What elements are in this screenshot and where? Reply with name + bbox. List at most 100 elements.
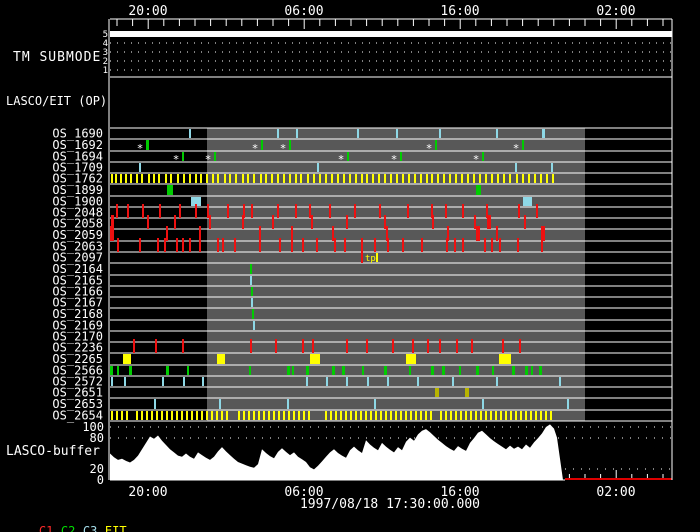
event-mark bbox=[400, 152, 402, 161]
top-axis-tick-label: 06:00 bbox=[284, 4, 323, 19]
event-mark bbox=[505, 411, 507, 420]
event-mark bbox=[243, 204, 245, 218]
event-mark bbox=[455, 411, 457, 420]
event-mark bbox=[410, 411, 412, 420]
row-label: OS_2097 bbox=[52, 251, 103, 265]
legend-item-c1: C1 bbox=[38, 524, 54, 532]
event-mark bbox=[263, 411, 265, 420]
event-mark bbox=[300, 174, 302, 183]
event-mark bbox=[206, 411, 208, 420]
event-mark bbox=[146, 411, 148, 420]
event-mark bbox=[292, 366, 294, 375]
event-mark bbox=[531, 366, 533, 375]
event-mark bbox=[289, 140, 291, 150]
event-mark bbox=[516, 174, 518, 183]
event-mark bbox=[395, 411, 397, 420]
event-mark bbox=[111, 215, 114, 229]
event-mark bbox=[187, 366, 189, 375]
row-label: OS_2165 bbox=[52, 274, 103, 288]
event-mark bbox=[253, 174, 255, 183]
event-mark bbox=[199, 226, 201, 241]
event-mark bbox=[273, 411, 275, 420]
row-label: OS_2236 bbox=[52, 341, 103, 355]
event-mark bbox=[189, 129, 191, 138]
buffer-scale-label: 20 bbox=[90, 462, 104, 476]
event-mark bbox=[127, 204, 129, 218]
event-mark bbox=[111, 411, 113, 420]
event-mark bbox=[370, 411, 372, 420]
event-mark bbox=[366, 174, 368, 183]
event-mark bbox=[409, 366, 411, 375]
event-mark bbox=[420, 411, 422, 420]
event-mark bbox=[136, 411, 138, 420]
event-mark bbox=[209, 215, 211, 229]
legend-item-c2: C2 bbox=[60, 524, 76, 532]
event-mark bbox=[455, 174, 457, 183]
event-mark bbox=[201, 411, 203, 420]
event-mark bbox=[459, 366, 461, 375]
event-mark bbox=[499, 238, 501, 252]
event-mark bbox=[559, 377, 561, 386]
bottom-axis-tick-label: 16:00 bbox=[440, 485, 479, 500]
event-mark bbox=[170, 174, 172, 183]
event-mark bbox=[518, 204, 520, 218]
event-mark bbox=[414, 174, 416, 183]
event-mark bbox=[166, 226, 168, 241]
event-mark bbox=[313, 174, 315, 183]
buffer-scale-label: 0 bbox=[97, 473, 104, 487]
tm-submode-scale-digit: 4 bbox=[103, 39, 108, 49]
event-mark bbox=[317, 163, 319, 172]
event-mark bbox=[456, 339, 458, 353]
event-mark bbox=[259, 238, 261, 252]
event-mark bbox=[293, 411, 295, 420]
event-mark bbox=[512, 366, 515, 375]
row-label: OS_1709 bbox=[52, 161, 103, 175]
event-mark bbox=[387, 377, 389, 386]
top-axis-tick-label: 02:00 bbox=[596, 4, 635, 19]
event-mark bbox=[164, 238, 166, 252]
event-mark bbox=[396, 174, 398, 183]
event-mark bbox=[402, 238, 404, 252]
event-mark bbox=[166, 366, 169, 375]
event-asterisk: * bbox=[513, 142, 520, 155]
event-mark bbox=[146, 140, 149, 150]
event-mark bbox=[517, 238, 519, 252]
datetime-label: 1997/08/18 17:30:00.000 bbox=[299, 497, 480, 512]
event-mark bbox=[475, 411, 477, 420]
event-mark bbox=[541, 238, 543, 252]
event-mark bbox=[445, 411, 447, 420]
event-mark bbox=[421, 238, 423, 252]
event-mark bbox=[442, 366, 445, 375]
lasco-buffer-label: LASCO-buffer bbox=[6, 444, 100, 459]
event-mark bbox=[470, 411, 472, 420]
event-mark bbox=[186, 411, 188, 420]
event-mark bbox=[217, 354, 225, 364]
event-mark bbox=[211, 411, 213, 420]
row-label: OS_2058 bbox=[52, 217, 103, 231]
event-mark bbox=[124, 377, 126, 386]
event-mark bbox=[159, 204, 161, 218]
event-mark bbox=[326, 377, 328, 386]
event-mark bbox=[147, 215, 149, 229]
row-label: OS_2265 bbox=[52, 352, 103, 366]
event-mark bbox=[346, 215, 348, 229]
event-mark bbox=[195, 174, 197, 183]
event-mark bbox=[251, 204, 253, 218]
event-mark bbox=[329, 204, 331, 218]
event-mark bbox=[229, 174, 231, 183]
event-mark bbox=[242, 215, 244, 229]
event-mark bbox=[214, 152, 216, 161]
event-mark bbox=[480, 411, 482, 420]
event-asterisk: * bbox=[252, 142, 259, 155]
event-mark bbox=[417, 377, 419, 386]
event-mark bbox=[361, 174, 363, 183]
event-mark bbox=[476, 185, 481, 195]
row-label: OS_2572 bbox=[52, 375, 103, 389]
event-mark bbox=[258, 411, 260, 420]
event-mark bbox=[287, 366, 290, 375]
bottom-axis-tick-label: 06:00 bbox=[284, 485, 323, 500]
event-mark bbox=[439, 339, 441, 353]
event-mark bbox=[250, 264, 252, 274]
event-mark bbox=[443, 174, 445, 183]
